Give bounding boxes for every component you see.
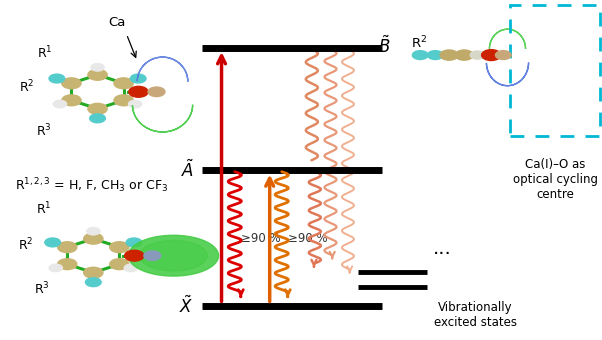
Circle shape (144, 251, 161, 260)
Circle shape (110, 242, 129, 253)
Circle shape (440, 50, 458, 60)
Circle shape (62, 78, 81, 89)
Text: R$^3$: R$^3$ (34, 281, 50, 297)
Text: R$^1$: R$^1$ (37, 45, 53, 61)
Circle shape (455, 50, 473, 60)
Circle shape (128, 100, 141, 108)
Text: Ca: Ca (109, 16, 126, 29)
Circle shape (90, 114, 105, 123)
Text: Vibrationally
excited states: Vibrationally excited states (434, 301, 517, 329)
Circle shape (129, 86, 148, 97)
Circle shape (49, 264, 63, 272)
Text: ≥90 %: ≥90 % (241, 232, 281, 244)
Circle shape (470, 51, 485, 59)
Circle shape (58, 259, 77, 270)
Circle shape (412, 51, 428, 59)
Text: ...: ... (433, 239, 452, 258)
Polygon shape (140, 240, 207, 271)
Text: R$^3$: R$^3$ (36, 123, 51, 139)
Circle shape (58, 242, 77, 253)
Polygon shape (486, 63, 529, 86)
Circle shape (62, 95, 81, 106)
Circle shape (49, 74, 64, 83)
Circle shape (84, 233, 103, 244)
Text: ≥90 %: ≥90 % (288, 232, 327, 244)
Circle shape (91, 64, 104, 71)
Polygon shape (128, 235, 219, 276)
Text: $\tilde{X}$: $\tilde{X}$ (179, 295, 194, 317)
Circle shape (114, 95, 133, 106)
Circle shape (124, 264, 137, 272)
Circle shape (148, 87, 165, 97)
Circle shape (495, 51, 511, 59)
Polygon shape (489, 29, 526, 49)
Circle shape (84, 267, 103, 278)
Circle shape (45, 238, 60, 247)
Circle shape (131, 74, 146, 83)
Text: R$^2$: R$^2$ (19, 79, 35, 95)
Circle shape (427, 51, 443, 59)
Bar (510, 5, 600, 136)
Circle shape (88, 69, 107, 80)
Circle shape (114, 78, 133, 89)
Circle shape (110, 259, 129, 270)
Text: $\tilde{B}$: $\tilde{B}$ (378, 35, 391, 56)
Circle shape (125, 250, 144, 261)
Circle shape (54, 100, 67, 108)
Polygon shape (132, 105, 193, 132)
Circle shape (87, 227, 100, 235)
Text: R$^{1,2,3}$ = H, F, CH$_3$ or CF$_3$: R$^{1,2,3}$ = H, F, CH$_3$ or CF$_3$ (15, 176, 169, 194)
Text: R$^1$: R$^1$ (36, 201, 51, 217)
Circle shape (482, 50, 501, 61)
Text: $\tilde{A}$: $\tilde{A}$ (181, 159, 194, 181)
Circle shape (85, 278, 101, 287)
Polygon shape (137, 57, 188, 82)
Text: Ca(I)–O as
optical cycling
centre: Ca(I)–O as optical cycling centre (512, 158, 598, 201)
Text: R$^2$: R$^2$ (411, 34, 427, 51)
Circle shape (88, 103, 107, 114)
Circle shape (126, 238, 142, 247)
Text: R$^2$: R$^2$ (17, 237, 33, 253)
